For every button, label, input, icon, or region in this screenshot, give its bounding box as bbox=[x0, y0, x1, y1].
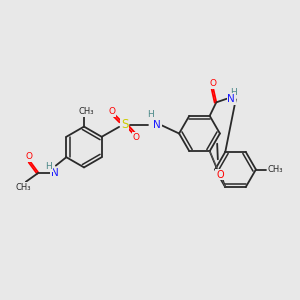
Text: CH₃: CH₃ bbox=[79, 107, 94, 116]
Text: N: N bbox=[227, 94, 235, 104]
Text: CH₃: CH₃ bbox=[15, 183, 31, 192]
Text: O: O bbox=[132, 133, 140, 142]
Text: H: H bbox=[148, 110, 154, 119]
Text: O: O bbox=[108, 107, 116, 116]
Text: H: H bbox=[46, 162, 52, 171]
Text: N: N bbox=[153, 119, 161, 130]
Text: H: H bbox=[230, 88, 237, 97]
Text: N: N bbox=[51, 168, 59, 178]
Text: CH₃: CH₃ bbox=[268, 165, 283, 174]
Text: O: O bbox=[26, 152, 33, 161]
Text: O: O bbox=[209, 79, 216, 88]
Text: O: O bbox=[216, 169, 224, 180]
Text: S: S bbox=[121, 118, 128, 131]
